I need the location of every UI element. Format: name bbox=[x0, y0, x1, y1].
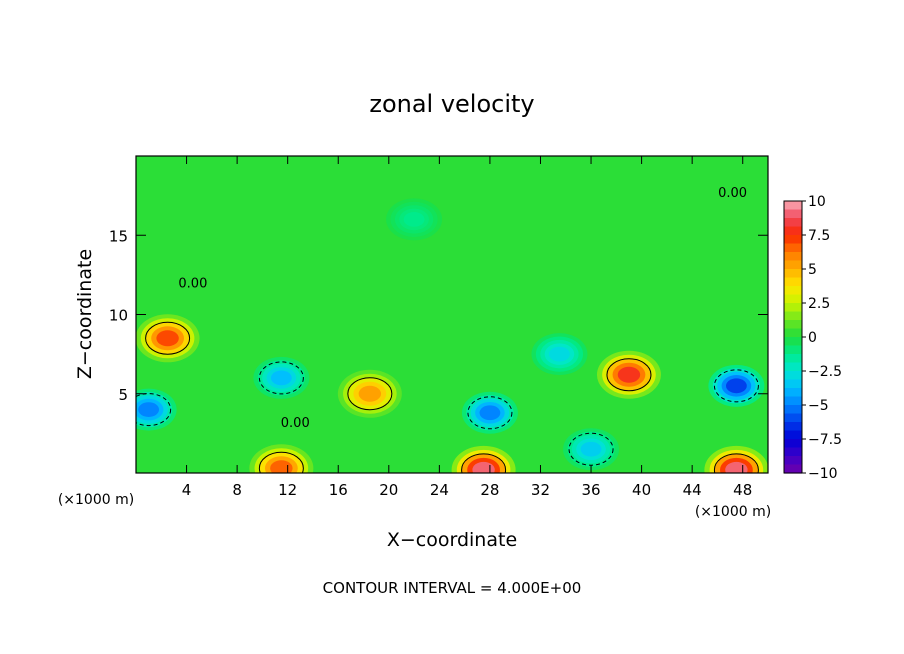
y-axis: 5 10 15 bbox=[109, 227, 768, 404]
chart-title: zonal velocity bbox=[369, 90, 534, 118]
colorbar-band-2 bbox=[784, 218, 802, 228]
contour-interval-note: CONTOUR INTERVAL = 4.000E+00 bbox=[323, 579, 582, 597]
field-min-6 bbox=[138, 402, 160, 417]
colorbar-band-15 bbox=[784, 328, 802, 338]
colorbar-tick-label-3: 2.5 bbox=[808, 296, 830, 312]
colorbar-tick-label-5: −2.5 bbox=[808, 364, 842, 380]
colorbar-band-19 bbox=[784, 362, 802, 372]
contour-4 bbox=[461, 453, 507, 473]
y-tick-label-5: 5 bbox=[118, 386, 128, 404]
contour-0 bbox=[145, 321, 191, 355]
x-tick-label-8: 8 bbox=[232, 481, 242, 499]
colorbar-band-8 bbox=[784, 269, 802, 279]
contour-9 bbox=[713, 369, 759, 403]
x-axis: 4 8 12 16 20 24 28 32 36 40 44 48 bbox=[182, 156, 752, 499]
field-max-2 bbox=[617, 366, 641, 383]
field-min-9 bbox=[726, 378, 747, 394]
field-max-3 bbox=[270, 460, 293, 473]
field-min-10 bbox=[580, 441, 602, 457]
colorbar-band-28 bbox=[784, 439, 802, 449]
colorbar-band-30 bbox=[784, 456, 802, 466]
x-tick-label-16: 16 bbox=[329, 481, 348, 499]
x-tick-label-28: 28 bbox=[480, 481, 499, 499]
field-min-12 bbox=[403, 212, 425, 227]
colorbar-band-1 bbox=[784, 209, 802, 219]
y-tick-label-15: 15 bbox=[109, 227, 128, 245]
y-tick-label-10: 10 bbox=[109, 307, 128, 325]
field-base bbox=[136, 156, 768, 473]
x-axis-label: X−coordinate bbox=[387, 529, 517, 551]
colorbar-band-5 bbox=[784, 243, 802, 253]
contour-label-1: 0.00 bbox=[281, 416, 310, 431]
colorbar-band-0 bbox=[784, 201, 802, 211]
colorbar-band-29 bbox=[784, 447, 802, 457]
colorbar-tick-label-1: 7.5 bbox=[808, 228, 830, 244]
colorbar-tick-label-7: −7.5 bbox=[808, 432, 842, 448]
colorbar-band-3 bbox=[784, 226, 802, 236]
x-tick-label-44: 44 bbox=[683, 481, 702, 499]
field-min-11 bbox=[549, 346, 570, 362]
colorbar-band-23 bbox=[784, 396, 802, 406]
field-max-4 bbox=[472, 461, 495, 473]
contour-2 bbox=[606, 358, 652, 392]
contour-7 bbox=[258, 361, 304, 395]
contour-6 bbox=[136, 393, 172, 427]
colorbar-band-20 bbox=[784, 371, 802, 381]
colorbar-band-24 bbox=[784, 405, 802, 415]
x-tick-label-40: 40 bbox=[632, 481, 651, 499]
x-unit-right: (×1000 m) bbox=[695, 504, 771, 520]
colorbar-band-13 bbox=[784, 311, 802, 321]
colorbar-tick-label-0: 10 bbox=[808, 194, 826, 210]
colorbar-band-25 bbox=[784, 413, 802, 423]
colorbar-band-18 bbox=[784, 354, 802, 364]
colorbar-band-12 bbox=[784, 303, 802, 313]
colorbar-band-10 bbox=[784, 286, 802, 296]
x-tick-label-48: 48 bbox=[733, 481, 752, 499]
colorbar-band-7 bbox=[784, 260, 802, 270]
x-tick-label-36: 36 bbox=[581, 481, 600, 499]
colorbar-tick-label-6: −5 bbox=[808, 398, 829, 414]
contour-8 bbox=[467, 396, 513, 430]
colorbar-band-14 bbox=[784, 320, 802, 330]
colorbar-tick-label-2: 5 bbox=[808, 262, 817, 278]
y-axis-label: Z−coordinate bbox=[74, 249, 96, 379]
colorbar: 10 7.5 5 2.5 0 −2.5 −5 −7.5 −10 bbox=[783, 194, 842, 482]
heatmap-field bbox=[136, 156, 768, 473]
contour-label-2: 0.00 bbox=[718, 186, 747, 201]
x-tick-label-32: 32 bbox=[531, 481, 550, 499]
colorbar-band-31 bbox=[784, 464, 802, 474]
x-tick-label-12: 12 bbox=[278, 481, 297, 499]
colorbar-band-16 bbox=[784, 337, 802, 347]
field-min-7 bbox=[270, 370, 292, 386]
x-unit-left: (×1000 m) bbox=[58, 492, 134, 508]
x-tick-label-20: 20 bbox=[379, 481, 398, 499]
field-max-5 bbox=[725, 461, 748, 473]
colorbar-band-4 bbox=[784, 235, 802, 245]
colorbar-band-22 bbox=[784, 388, 802, 398]
colorbar-band-11 bbox=[784, 294, 802, 304]
contour-3 bbox=[258, 451, 304, 473]
contour-lines bbox=[136, 321, 759, 473]
x-tick-label-24: 24 bbox=[430, 481, 449, 499]
colorbar-band-27 bbox=[784, 430, 802, 440]
field-max-1 bbox=[358, 385, 382, 402]
plot-area: 0.000.000.00 4 8 12 16 20 24 28 32 36 40 44 48 5101… bbox=[109, 155, 769, 499]
colorbar-tick-label-4: 0 bbox=[808, 330, 817, 346]
contour-labels: 0.00 0.00 0.00 bbox=[178, 186, 747, 431]
colorbar-band-26 bbox=[784, 422, 802, 432]
colorbar-tick-label-8: −10 bbox=[808, 466, 838, 482]
colorbar-band-6 bbox=[784, 252, 802, 262]
colorbar-band-21 bbox=[784, 379, 802, 389]
contour-1 bbox=[347, 377, 393, 411]
colorbar-band-9 bbox=[784, 277, 802, 287]
colorbar-band-17 bbox=[784, 345, 802, 355]
field-max-0 bbox=[156, 330, 179, 347]
field-min-8 bbox=[479, 405, 501, 421]
contour-label-0: 0.00 bbox=[178, 277, 207, 292]
x-tick-label-4: 4 bbox=[182, 481, 192, 499]
contour-5 bbox=[713, 453, 759, 473]
